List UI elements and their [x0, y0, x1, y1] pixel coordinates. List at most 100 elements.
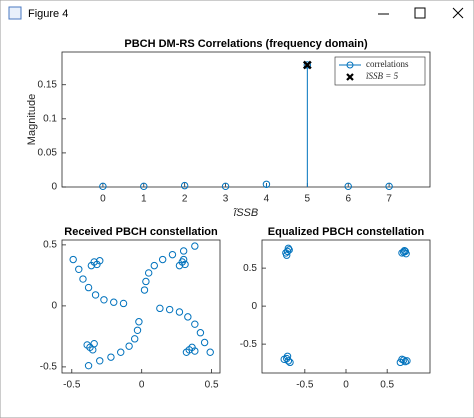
axes-box [61, 239, 221, 374]
scatter-point [133, 326, 142, 334]
scatter-point [83, 341, 91, 349]
scatter-point [96, 357, 104, 365]
scatter-point [90, 340, 98, 348]
scatter-point [191, 347, 199, 355]
scatter-point [158, 255, 167, 264]
x-tick-label: 0.5 [205, 380, 219, 391]
x-tick-label: 5 [305, 194, 311, 205]
scatter-point [284, 244, 293, 253]
scatter-point [181, 260, 189, 269]
scatter-point [107, 353, 115, 361]
scatter-point [165, 305, 174, 314]
scatter-point [110, 298, 118, 306]
y-tick-label: 0.5 [43, 240, 57, 251]
scatter-point [398, 249, 406, 257]
scatter-point [191, 242, 199, 250]
scatter-point [69, 255, 77, 264]
scatter-point [182, 348, 191, 356]
x-tick-label: 0.5 [380, 380, 394, 391]
scatter-point [87, 261, 96, 270]
x-tick-label: 0 [100, 194, 106, 205]
close-button[interactable] [452, 7, 464, 19]
stem-marker [385, 182, 393, 191]
scatter-point [142, 277, 150, 286]
y-tick-label: 0 [51, 182, 57, 193]
scatter-point [284, 357, 293, 365]
scatter-point [191, 320, 199, 328]
x-tick-label: 0 [139, 380, 145, 391]
y-tick-label: 0.05 [38, 148, 58, 159]
scatter-point [84, 283, 93, 292]
scatter-point [168, 250, 177, 259]
y-tick-label: 0.1 [43, 113, 57, 124]
scatter-point [283, 251, 291, 259]
scatter-point [400, 246, 409, 255]
scatter-point [84, 361, 93, 370]
scatter-point [79, 275, 87, 283]
scatter-point [117, 348, 125, 356]
x-tick-label: -0.5 [63, 380, 81, 391]
y-tick-label: 0 [251, 301, 257, 312]
scatter-point [125, 342, 133, 350]
x-axis-label: ĩSSB [233, 207, 258, 219]
scatter-point [75, 265, 83, 273]
chart-title: Received PBCH constellation [64, 226, 218, 238]
scatter-point [144, 269, 153, 277]
scatter-point [119, 299, 128, 308]
x-tick-label: 3 [223, 194, 229, 205]
stem-marker [303, 61, 312, 69]
scatter-point [184, 313, 192, 321]
scatter-point [179, 255, 188, 264]
x-tick-label: -0.5 [296, 380, 314, 391]
scatter-point [100, 296, 108, 304]
legend-marker [346, 73, 354, 81]
stem-marker [221, 182, 230, 191]
scatter-point [156, 304, 164, 313]
stem-marker [99, 182, 107, 191]
y-tick-label: 0.15 [38, 79, 58, 90]
stem-marker [180, 181, 189, 190]
scatter-point [403, 357, 411, 365]
highlight-marker [302, 60, 312, 70]
scatter-point [96, 257, 104, 265]
scatter-point [179, 247, 188, 255]
x-tick-label: 2 [182, 194, 188, 205]
maximize-button[interactable] [414, 7, 426, 19]
scatter-point [200, 338, 209, 347]
scatter-point [150, 261, 158, 270]
legend-label: correlations [366, 59, 409, 69]
scatter-point [396, 358, 405, 367]
y-tick-label: 0.5 [243, 263, 257, 274]
x-tick-label: 6 [345, 194, 351, 205]
scatter-point [131, 335, 139, 343]
stem-marker [344, 182, 352, 191]
scatter-point [91, 291, 100, 299]
y-tick-label: -0.5 [40, 362, 58, 373]
scatter-point [283, 352, 292, 360]
stem-marker [140, 182, 148, 191]
app-icon [8, 6, 22, 20]
scatter-point [140, 286, 149, 294]
x-tick-label: 0 [343, 380, 349, 391]
y-axis-label: Magnitude [26, 94, 38, 145]
scatter-point [286, 358, 294, 367]
stem-marker [262, 180, 271, 188]
scatter-point [196, 329, 205, 337]
title-bar [0, 0, 474, 30]
chart-title: PBCH DM-RS Correlations (frequency domai… [124, 38, 368, 50]
window-title: Figure 4 [28, 8, 68, 20]
legend-marker [346, 61, 354, 69]
legend-label: ĩSSB = 5 [366, 71, 399, 81]
scatter-point [206, 348, 214, 356]
x-tick-label: 4 [264, 194, 270, 205]
chart-title: Equalized PBCH constellation [268, 226, 425, 238]
x-tick-label: 7 [386, 194, 392, 205]
x-tick-label: 1 [141, 194, 147, 205]
y-tick-label: 0 [51, 301, 57, 312]
scatter-point [175, 308, 184, 316]
scatter-point [135, 318, 143, 326]
scatter-point [283, 247, 292, 256]
y-tick-label: -0.5 [240, 339, 258, 350]
scatter-point [175, 261, 184, 270]
